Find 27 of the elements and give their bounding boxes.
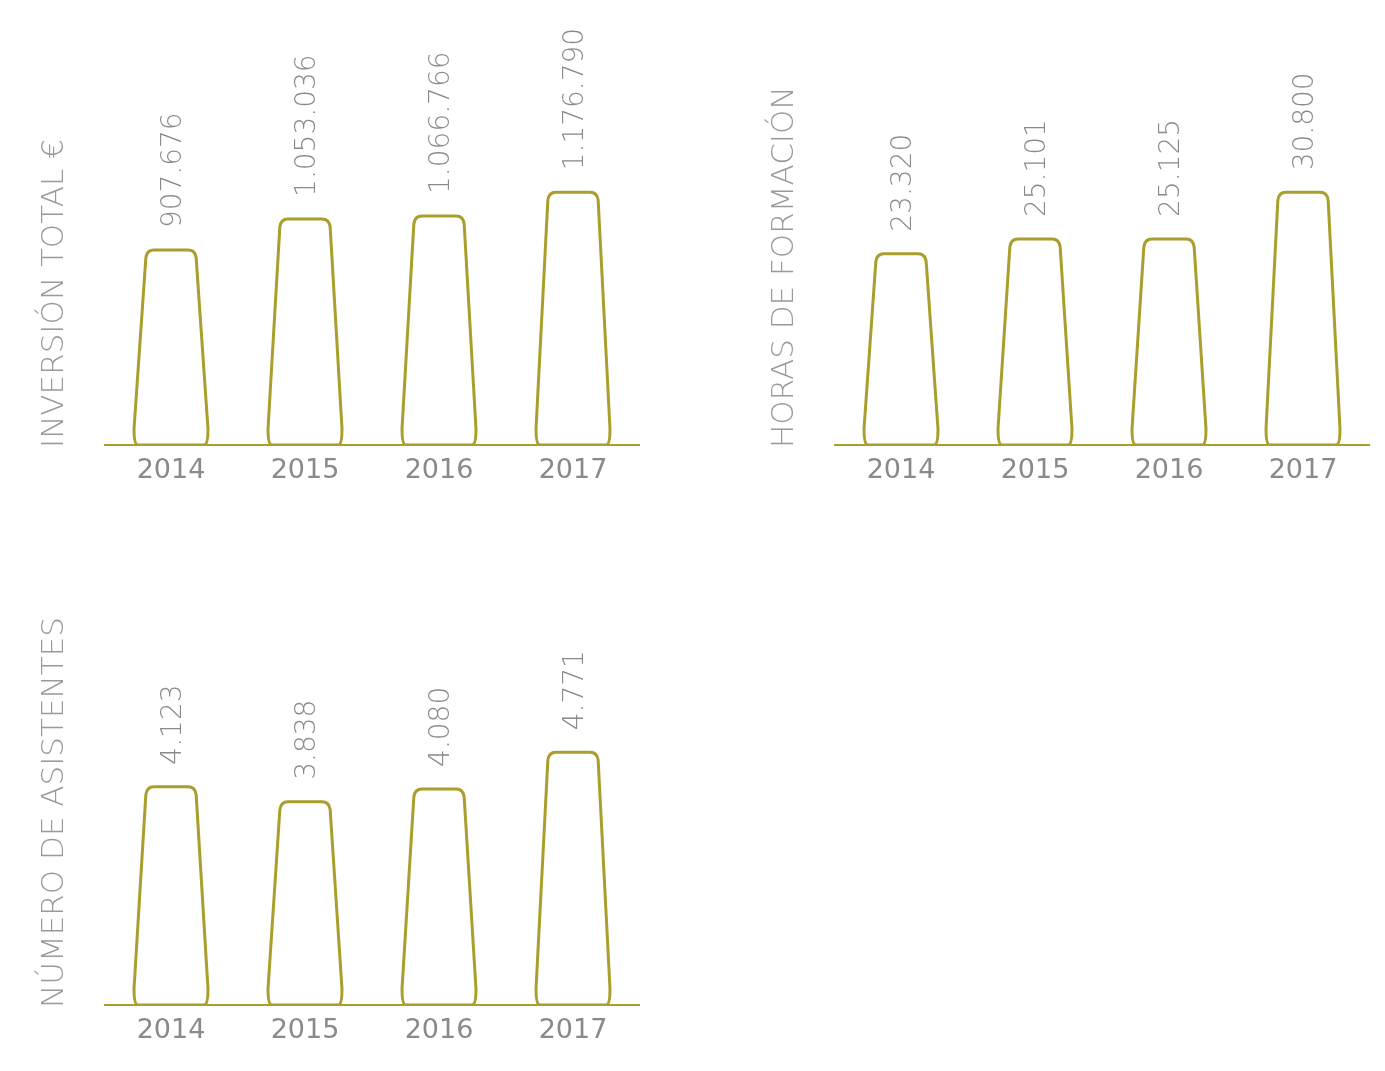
- data-label: 25.125: [1153, 118, 1186, 217]
- x-tick-label: 2015: [270, 1013, 340, 1045]
- x-tick-label: 2016: [404, 453, 474, 485]
- data-label: 4.771: [557, 650, 590, 731]
- y-axis-title: NÚMERO DE ASISTENTES: [34, 617, 70, 1008]
- y-axis-title: INVERSIÓN TOTAL €: [34, 139, 70, 448]
- x-tick-label: 2017: [538, 1013, 608, 1045]
- data-label: 4.123: [155, 684, 188, 765]
- data-label: 1.066.766: [423, 51, 456, 194]
- data-label: 23.320: [885, 133, 918, 232]
- x-tick-label: 2017: [1268, 453, 1338, 485]
- x-tick-label: 2014: [136, 453, 206, 485]
- data-label: 1.053.036: [289, 54, 322, 197]
- data-label: 1.176.790: [557, 27, 590, 171]
- data-label: 25.101: [1019, 119, 1052, 218]
- x-tick-label: 2016: [1134, 453, 1204, 485]
- data-label: 3.838: [289, 699, 322, 780]
- data-label: 4.080: [423, 686, 456, 767]
- x-tick-label: 2017: [538, 453, 608, 485]
- x-tick-label: 2014: [866, 453, 936, 485]
- x-tick-label: 2015: [270, 453, 340, 485]
- x-tick-label: 2016: [404, 1013, 474, 1045]
- data-label: 907.676: [155, 112, 188, 229]
- data-label: 30.800: [1287, 72, 1320, 171]
- x-tick-label: 2014: [136, 1013, 206, 1045]
- y-axis-title: HORAS DE FORMACIÓN: [764, 86, 800, 448]
- x-tick-label: 2015: [1000, 453, 1070, 485]
